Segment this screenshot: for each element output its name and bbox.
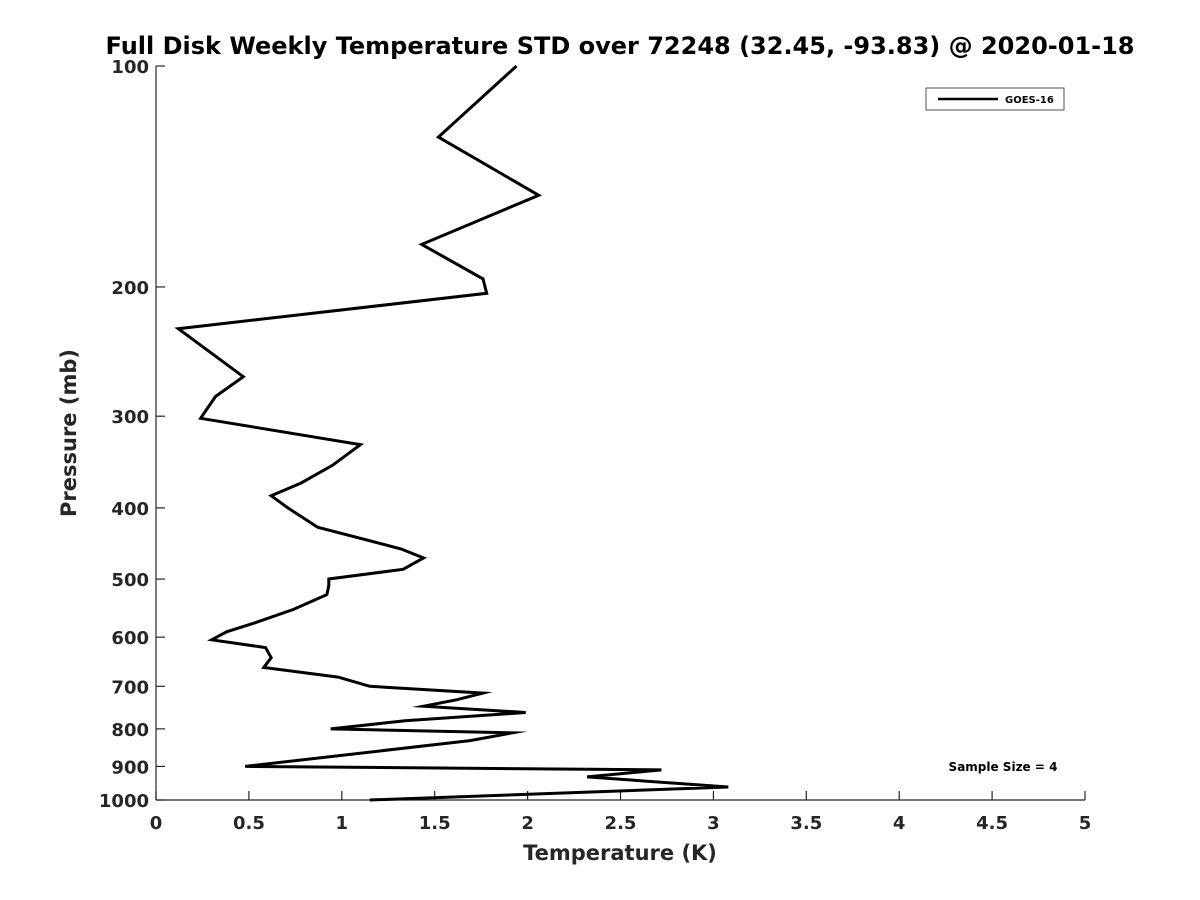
x-tick-label: 2 <box>521 813 534 834</box>
x-tick-label: 2.5 <box>605 813 637 834</box>
y-tick-label: 100 <box>111 57 149 78</box>
y-tick-label: 400 <box>111 499 149 520</box>
y-tick-label: 800 <box>111 720 149 741</box>
y-tick-label: 500 <box>111 570 149 591</box>
x-ticks: 0 0.5 1 1.5 2 2.5 3 3.5 4 4.5 5 <box>150 791 1092 834</box>
y-tick-label: 1000 <box>99 791 149 812</box>
chart-title: Full Disk Weekly Temperature STD over 72… <box>106 32 1135 60</box>
x-tick-label: 0.5 <box>233 813 265 834</box>
y-axis-label: Pressure (mb) <box>57 349 81 517</box>
legend: GOES-16 <box>925 87 1065 111</box>
series-line-goes-16 <box>174 64 729 802</box>
x-tick-label: 1 <box>336 813 349 834</box>
y-tick-label: 600 <box>111 628 149 649</box>
x-axis-label: Temperature (K) <box>523 841 717 865</box>
y-tick-label: 700 <box>111 677 149 698</box>
series-layer <box>174 64 729 802</box>
x-tick-label: 3.5 <box>790 813 822 834</box>
y-tick-label: 200 <box>111 278 149 299</box>
sample-size-annotation: Sample Size = 4 <box>949 760 1058 774</box>
y-tick-label: 900 <box>111 757 149 778</box>
x-tick-label: 3 <box>707 813 720 834</box>
x-tick-label: 4 <box>893 813 906 834</box>
x-tick-label: 5 <box>1079 813 1092 834</box>
legend-label-goes-16: GOES-16 <box>1005 95 1054 106</box>
x-tick-label: 4.5 <box>976 813 1008 834</box>
x-tick-label: 0 <box>150 813 163 834</box>
x-tick-label: 1.5 <box>419 813 451 834</box>
y-tick-label: 300 <box>111 407 149 428</box>
y-ticks: 100 200 300 400 500 600 700 800 900 1000 <box>99 57 165 812</box>
